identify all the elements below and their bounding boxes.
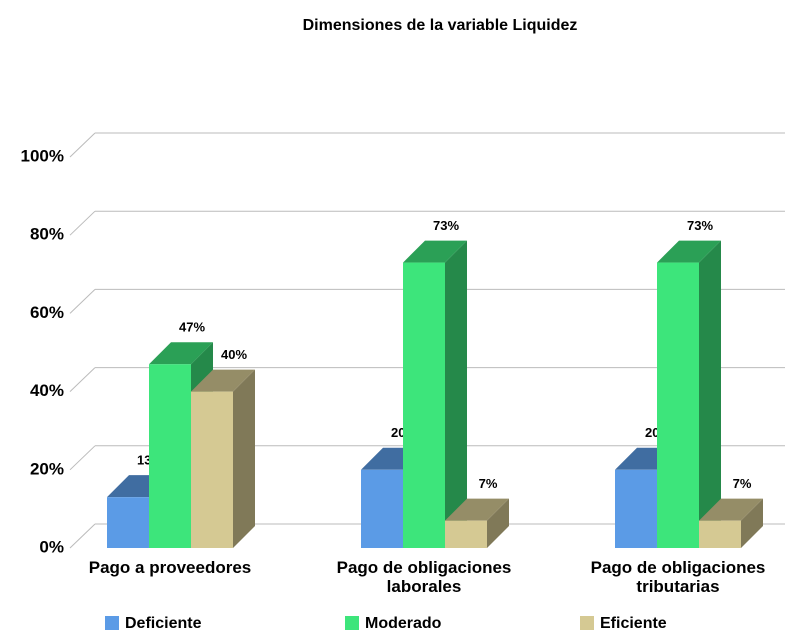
grid-diagonal [69, 289, 96, 314]
bar-top [445, 498, 509, 521]
legend-label: Deficiente [125, 615, 202, 632]
value-label: 40% [221, 347, 247, 362]
bar [107, 497, 149, 548]
y-tick-label: 20% [30, 459, 64, 478]
legend-swatch [580, 616, 594, 630]
value-label: 47% [179, 320, 205, 335]
legend-label: Moderado [365, 615, 442, 632]
bar-side [233, 369, 255, 548]
bar-side [741, 498, 763, 548]
value-label: 73% [687, 218, 713, 233]
value-label: 7% [733, 476, 752, 491]
bar-top [699, 498, 763, 521]
value-label: 7% [479, 476, 498, 491]
grid-diagonal [69, 445, 96, 471]
grid-diagonal [69, 210, 96, 236]
bar-top [403, 240, 467, 263]
bar-top [657, 240, 721, 263]
bar [403, 262, 445, 548]
y-tick-label: 80% [30, 225, 64, 244]
grid-diagonal [69, 367, 96, 392]
chart-title: Dimensiones de la variable Liquidez [303, 17, 578, 34]
bar-top [149, 342, 213, 365]
bar-side [445, 240, 467, 548]
bar [657, 262, 699, 548]
legend-label: Eficiente [600, 615, 667, 632]
bar-side [699, 240, 721, 548]
legend-swatch [345, 616, 359, 630]
legend-swatch [105, 616, 119, 630]
bar [615, 469, 657, 548]
y-tick-label: 40% [30, 381, 64, 400]
bar-side [487, 498, 509, 548]
value-label: 73% [433, 218, 459, 233]
bar [699, 520, 741, 548]
bar [445, 520, 487, 548]
grid-diagonal [69, 132, 96, 158]
x-tick-label: Pago de obligaciones laborales [336, 558, 512, 596]
y-tick-label: 60% [30, 303, 64, 322]
x-tick-label: Pago a proveedores [88, 558, 252, 577]
bar-top [191, 369, 255, 392]
bar [191, 391, 233, 548]
x-tick-label: Pago de obligaciones tributarias [590, 558, 766, 596]
bar [361, 469, 403, 548]
bar [149, 364, 191, 548]
y-tick-label: 0% [39, 537, 64, 556]
y-tick-label: 100% [21, 146, 64, 165]
grid-diagonal [69, 523, 96, 549]
